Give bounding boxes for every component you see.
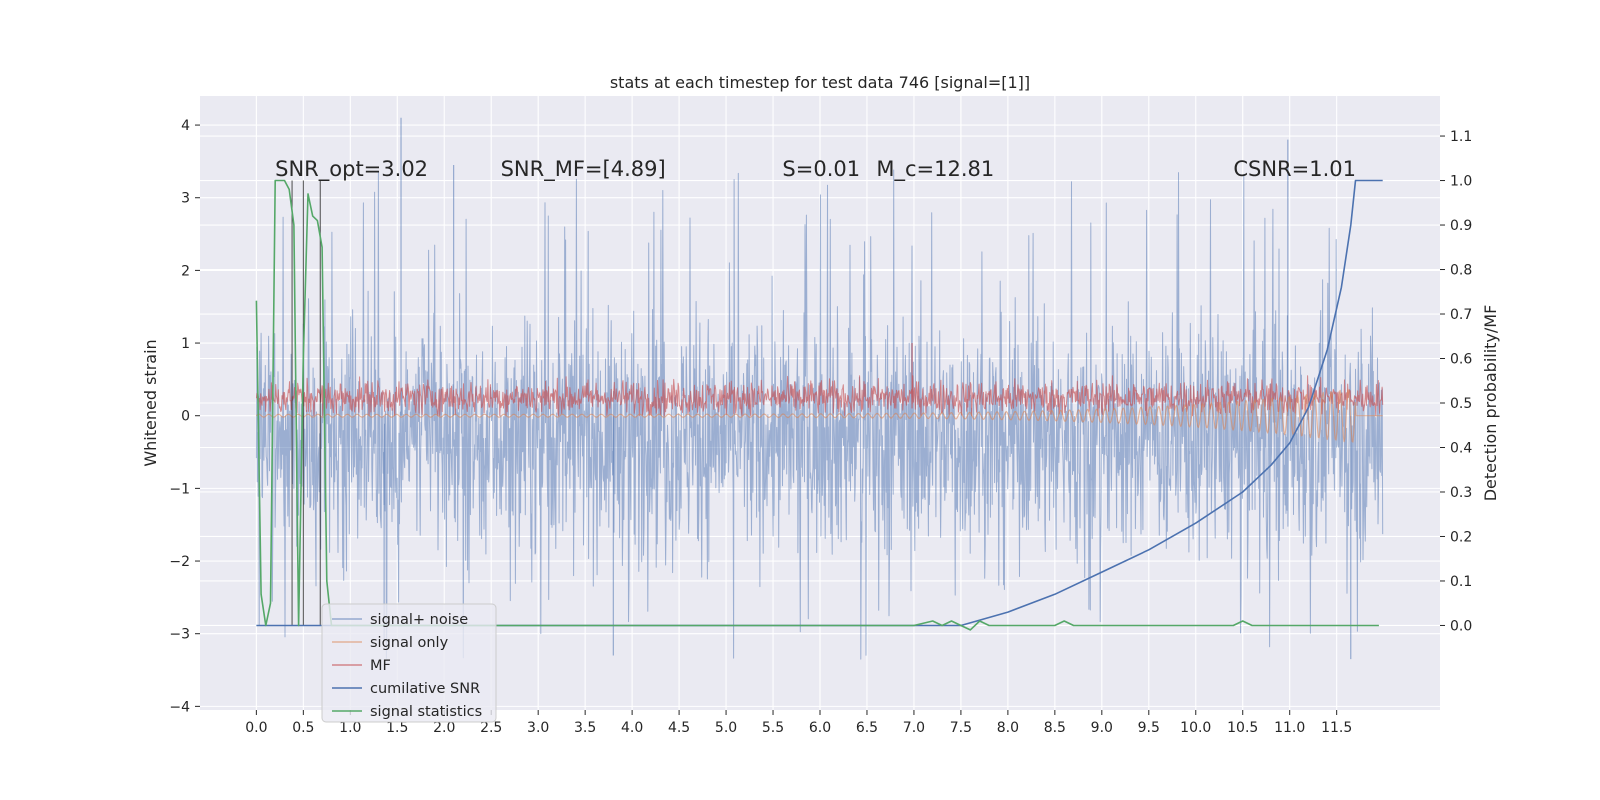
annotation-4: M_c=12.81 [876, 157, 994, 182]
y-tick-label: 4 [181, 118, 190, 134]
x-tick-label: 10.0 [1180, 720, 1211, 736]
axes: 0.0 0.5 1.0 1.5 2.0 2.5 3.0 3.5 4.0 4.5 5.0 5.5 6.0 6… [169, 118, 1472, 736]
y-tick-label: −1 [169, 481, 190, 497]
series-layer [255, 117, 1384, 660]
y-tick-label: 3 [181, 191, 190, 207]
y-tick-label: 2 [181, 263, 190, 279]
y-right-tick-label: 0.9 [1450, 218, 1472, 234]
x-tick-label: 7.0 [903, 720, 925, 736]
annotation-3: S=0.01 [782, 157, 860, 181]
x-tick-label: 6.5 [856, 720, 878, 736]
y-right-tick-label: 0.0 [1450, 618, 1472, 634]
x-tick-label: 8.0 [997, 720, 1019, 736]
x-tick-label: 1.5 [386, 720, 408, 736]
y-tick-label: −4 [169, 699, 190, 715]
series-signal-noise [255, 169, 1384, 660]
x-tick-label: 0.5 [292, 720, 314, 736]
x-tick-label: 11.5 [1321, 720, 1352, 736]
y-axis-label: Whitened strain [141, 339, 160, 466]
x-tick-label: 7.5 [950, 720, 972, 736]
series-signal-statistics [255, 179, 1379, 631]
annotation-2: SNR_MF=[4.89] [501, 157, 666, 182]
x-tick-label: 11.0 [1274, 720, 1305, 736]
x-tick-label: 9.0 [1091, 720, 1113, 736]
y-right-tick-label: 0.3 [1450, 485, 1472, 501]
x-tick-label: 6.0 [809, 720, 831, 736]
legend-label: MF [370, 658, 391, 674]
x-tick-label: 8.5 [1044, 720, 1066, 736]
x-tick-label: 3.5 [574, 720, 596, 736]
x-tick-label: 5.0 [715, 720, 737, 736]
annotations: SNR_opt=3.02 SNR_MF=[4.89] S=0.01 M_c=12.81… [275, 157, 1356, 182]
y-right-tick-label: 0.5 [1450, 396, 1472, 412]
y-axis-label-right: Detection probability/MF [1481, 305, 1500, 502]
y-right-tick-label: 0.7 [1450, 307, 1472, 323]
legend-label: cumilative SNR [370, 681, 480, 697]
y-right-tick-label: 1.1 [1450, 129, 1472, 145]
y-right-tick-label: 0.1 [1450, 574, 1472, 590]
x-tick-label: 3.0 [527, 720, 549, 736]
chart-title: stats at each timestep for test data 746… [610, 73, 1030, 92]
series-signal-only [256, 389, 1383, 443]
legend-label: signal+ noise [370, 612, 468, 628]
annotation-5: CSNR=1.01 [1233, 157, 1356, 181]
y-tick-label: 0 [181, 409, 190, 425]
legend: signal+ noise signal only MF cumilative SNR… [321, 603, 497, 723]
x-tick-label: 10.5 [1227, 720, 1258, 736]
y-right-tick-label: 0.8 [1450, 263, 1472, 279]
x-tick-label: 4.5 [668, 720, 690, 736]
y-right-tick-label: 0.2 [1450, 529, 1472, 545]
series-cumulative-snr [256, 179, 1383, 627]
x-tick-label: 2.5 [480, 720, 502, 736]
x-tick-label: 1.0 [339, 720, 361, 736]
y-tick-label: −3 [169, 627, 190, 643]
legend-label: signal only [370, 635, 449, 651]
x-tick-label: 0.0 [245, 720, 267, 736]
legend-box [321, 603, 497, 723]
y-right-tick-label: 1.0 [1450, 174, 1472, 190]
y-right-tick-label: 0.4 [1450, 440, 1472, 456]
x-tick-label: 5.5 [762, 720, 784, 736]
series-mf [255, 375, 1384, 417]
y-right-tick-label: 0.6 [1450, 352, 1472, 368]
y-tick-label: 1 [181, 336, 190, 352]
annotation-1: SNR_opt=3.02 [275, 157, 428, 182]
y-tick-label: −2 [169, 554, 190, 570]
legend-label: signal statistics [370, 704, 482, 720]
x-tick-label: 9.5 [1138, 720, 1160, 736]
x-tick-label: 2.0 [433, 720, 455, 736]
x-tick-label: 4.0 [621, 720, 643, 736]
